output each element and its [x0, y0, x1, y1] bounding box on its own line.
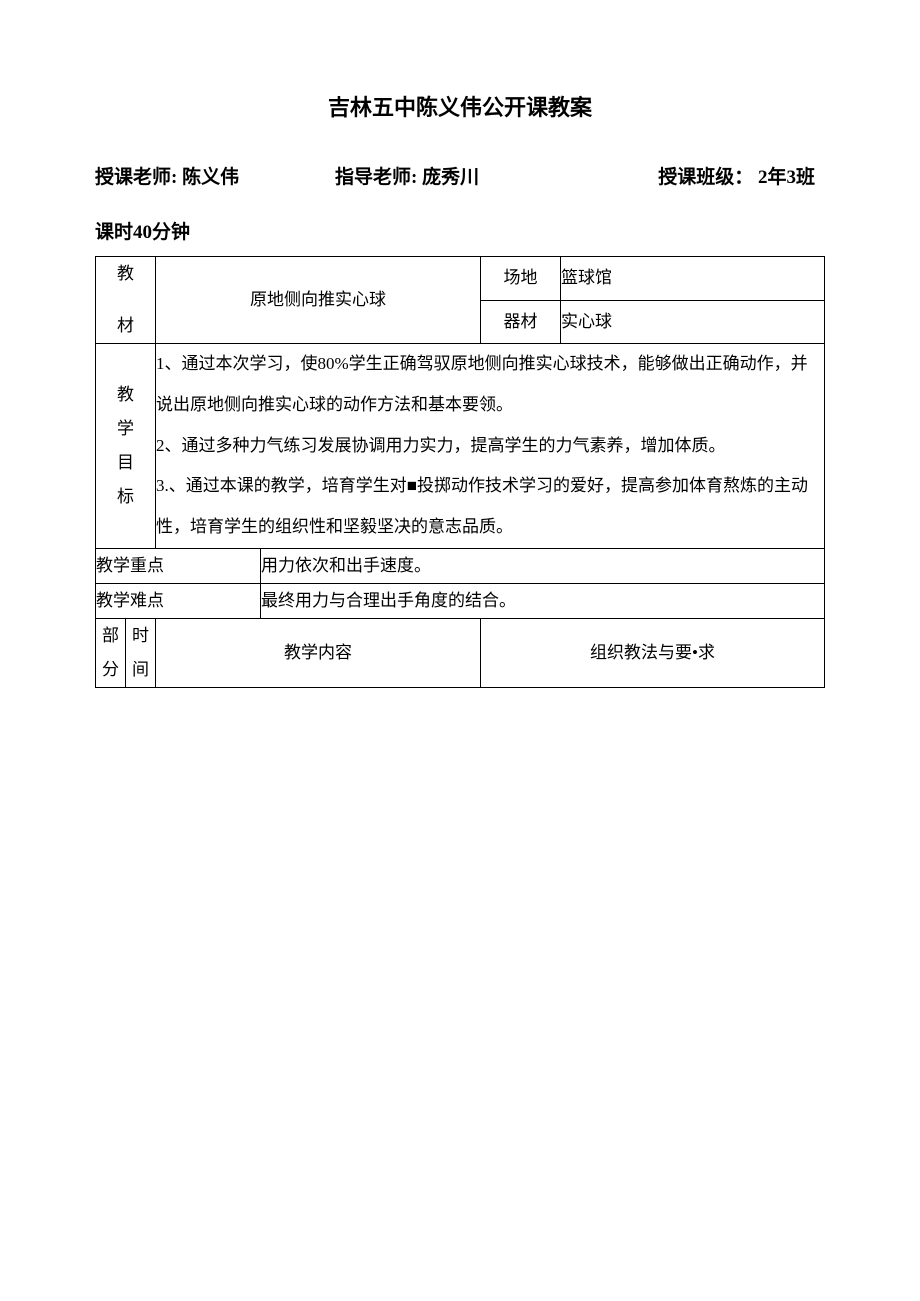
goal-item: 1、通过本次学习，使80%学生正确驾驭原地侧向推实心球技术，能够做出正确动作，并… — [156, 344, 824, 426]
col-content: 教学内容 — [156, 618, 481, 687]
difficulty-label: 教学难点 — [96, 583, 261, 618]
material-label: 教 材 — [96, 257, 156, 344]
table-row: 教 材 原地侧向推实心球 场地 篮球馆 — [96, 257, 825, 301]
goal-item: 2、通过多种力气练习发展协调用力实力，提高学生的力气素养，增加体质。 — [156, 426, 824, 467]
venue-value: 篮球馆 — [561, 257, 825, 301]
col-part: 部 分 — [96, 618, 126, 687]
table-row: 教 学 目 标 1、通过本次学习，使80%学生正确驾驭原地侧向推实心球技术，能够… — [96, 344, 825, 549]
guide-label: 指导老师: — [335, 167, 417, 188]
lesson-plan-table: 教 材 原地侧向推实心球 场地 篮球馆 器材 实心球 教 学 目 标 1、通过本… — [95, 256, 825, 688]
teacher-label: 授课老师: — [95, 167, 177, 188]
table-row: 部 分 时 间 教学内容 组织教法与要•求 — [96, 618, 825, 687]
duration: 课时40分钟 — [95, 217, 825, 244]
info-row: 授课老师: 陈义伟 指导老师: 庞秀川 授课班级： 2年3班 — [95, 162, 825, 189]
teacher-name: 陈义伟 — [182, 167, 239, 188]
teacher-info: 授课老师: 陈义伟 — [95, 162, 335, 189]
goal-item: 3.、通过本课的教学，培育学生对■投掷动作技术学习的爱好，提高参加体育熬炼的主动… — [156, 466, 824, 548]
guide-name: 庞秀川 — [422, 167, 479, 188]
table-row: 教学重点 用力依次和出手速度。 — [96, 548, 825, 583]
guide-info: 指导老师: 庞秀川 — [335, 162, 575, 189]
equipment-value: 实心球 — [561, 300, 825, 344]
material-content: 原地侧向推实心球 — [156, 257, 481, 344]
col-method: 组织教法与要•求 — [481, 618, 825, 687]
lesson-plan-page: 吉林五中陈义伟公开课教案 授课老师: 陈义伟 指导老师: 庞秀川 授课班级： 2… — [0, 0, 920, 748]
col-time: 时 间 — [126, 618, 156, 687]
page-title: 吉林五中陈义伟公开课教案 — [95, 90, 825, 122]
equipment-label: 器材 — [481, 300, 561, 344]
difficulty-value: 最终用力与合理出手角度的结合。 — [261, 583, 825, 618]
table-row: 教学难点 最终用力与合理出手角度的结合。 — [96, 583, 825, 618]
venue-label: 场地 — [481, 257, 561, 301]
goals-content: 1、通过本次学习，使80%学生正确驾驭原地侧向推实心球技术，能够做出正确动作，并… — [156, 344, 825, 549]
keypoint-label: 教学重点 — [96, 548, 261, 583]
class-info: 授课班级： 2年3班 — [575, 162, 825, 189]
goals-label: 教 学 目 标 — [96, 344, 156, 549]
class-name: 2年3班 — [758, 167, 815, 188]
class-label: 授课班级： — [658, 167, 753, 188]
keypoint-value: 用力依次和出手速度。 — [261, 548, 825, 583]
